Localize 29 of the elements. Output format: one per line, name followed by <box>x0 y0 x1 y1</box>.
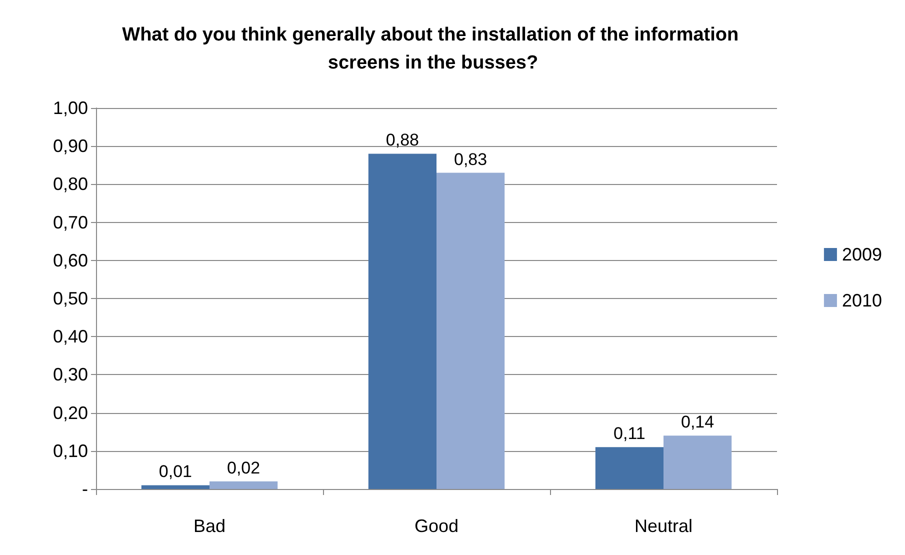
y-tick-label: 0,40 <box>52 326 88 347</box>
data-label: 0,14 <box>681 412 714 432</box>
x-tick-label: Neutral <box>634 516 693 536</box>
data-label: 0,83 <box>454 150 488 169</box>
y-tick-label: 1,00 <box>52 98 88 118</box>
bar <box>141 485 210 489</box>
bar <box>210 481 278 489</box>
data-label: 0,11 <box>614 424 646 444</box>
data-label: 0,02 <box>227 458 260 478</box>
y-tick-label: 0,50 <box>52 288 88 308</box>
y-tick-label: 0,30 <box>52 364 88 385</box>
y-tick-label: 0,80 <box>52 174 88 194</box>
legend-label: 2010 <box>842 290 882 310</box>
y-tick-label: - <box>82 479 88 499</box>
y-tick-label: 0,60 <box>52 250 88 270</box>
bar <box>664 436 732 489</box>
y-tick-label: 0,10 <box>52 440 88 461</box>
x-tick-label: Bad <box>193 516 226 536</box>
y-tick-label: 0,20 <box>52 402 88 423</box>
data-label: 0,88 <box>386 130 419 150</box>
x-tick-label: Good <box>414 516 459 536</box>
bar <box>368 154 436 489</box>
bar <box>436 172 505 489</box>
chart-title: What do you think generally about the installation of the information screens in the busses? <box>122 24 744 74</box>
y-tick-label: 0,70 <box>52 212 88 232</box>
data-label: 0,01 <box>158 462 192 482</box>
y-tick-label: 0,90 <box>52 136 88 156</box>
legend-label: 2009 <box>842 244 882 264</box>
bar <box>595 447 664 489</box>
